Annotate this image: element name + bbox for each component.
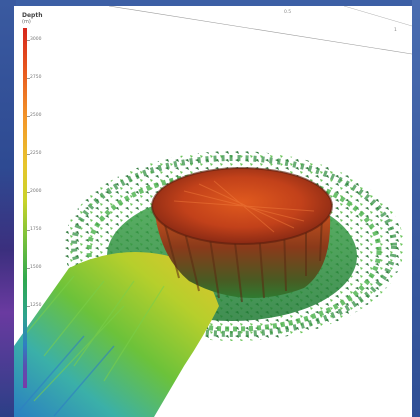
colorscale-tick: 1250 bbox=[30, 303, 42, 308]
tick-mark bbox=[27, 268, 30, 269]
colorscale-tick: 3000 bbox=[30, 37, 42, 42]
tick-mark bbox=[27, 192, 30, 193]
axis-tick-label: 1 bbox=[394, 28, 397, 33]
colorscale-tick: 1750 bbox=[30, 227, 42, 232]
tick-mark bbox=[27, 78, 30, 79]
3d-viewport[interactable]: 0.5 1 Depth (m) 3000 2750 2500 2250 2000… bbox=[14, 6, 412, 417]
tick-mark bbox=[27, 306, 30, 307]
colorscale-tick: 2000 bbox=[30, 189, 42, 194]
tick-mark bbox=[27, 116, 30, 117]
colorscale-title: Depth bbox=[22, 12, 43, 19]
tick-mark bbox=[27, 40, 30, 41]
tick-mark bbox=[27, 154, 30, 155]
axis-tick-label: 0.5 bbox=[284, 10, 292, 15]
frame-right bbox=[412, 0, 420, 417]
colorscale-tick: 2500 bbox=[30, 113, 42, 118]
colorscale-tick: 2750 bbox=[30, 75, 42, 80]
colorscale-tick: 2250 bbox=[30, 151, 42, 156]
colorscale-bar bbox=[23, 28, 27, 388]
frame-top bbox=[0, 0, 420, 8]
colorscale-tick: 1500 bbox=[30, 265, 42, 270]
tick-mark bbox=[27, 230, 30, 231]
bathymetry-render bbox=[14, 6, 412, 417]
colorscale-unit: (m) bbox=[22, 19, 31, 25]
frame-left bbox=[0, 0, 16, 417]
